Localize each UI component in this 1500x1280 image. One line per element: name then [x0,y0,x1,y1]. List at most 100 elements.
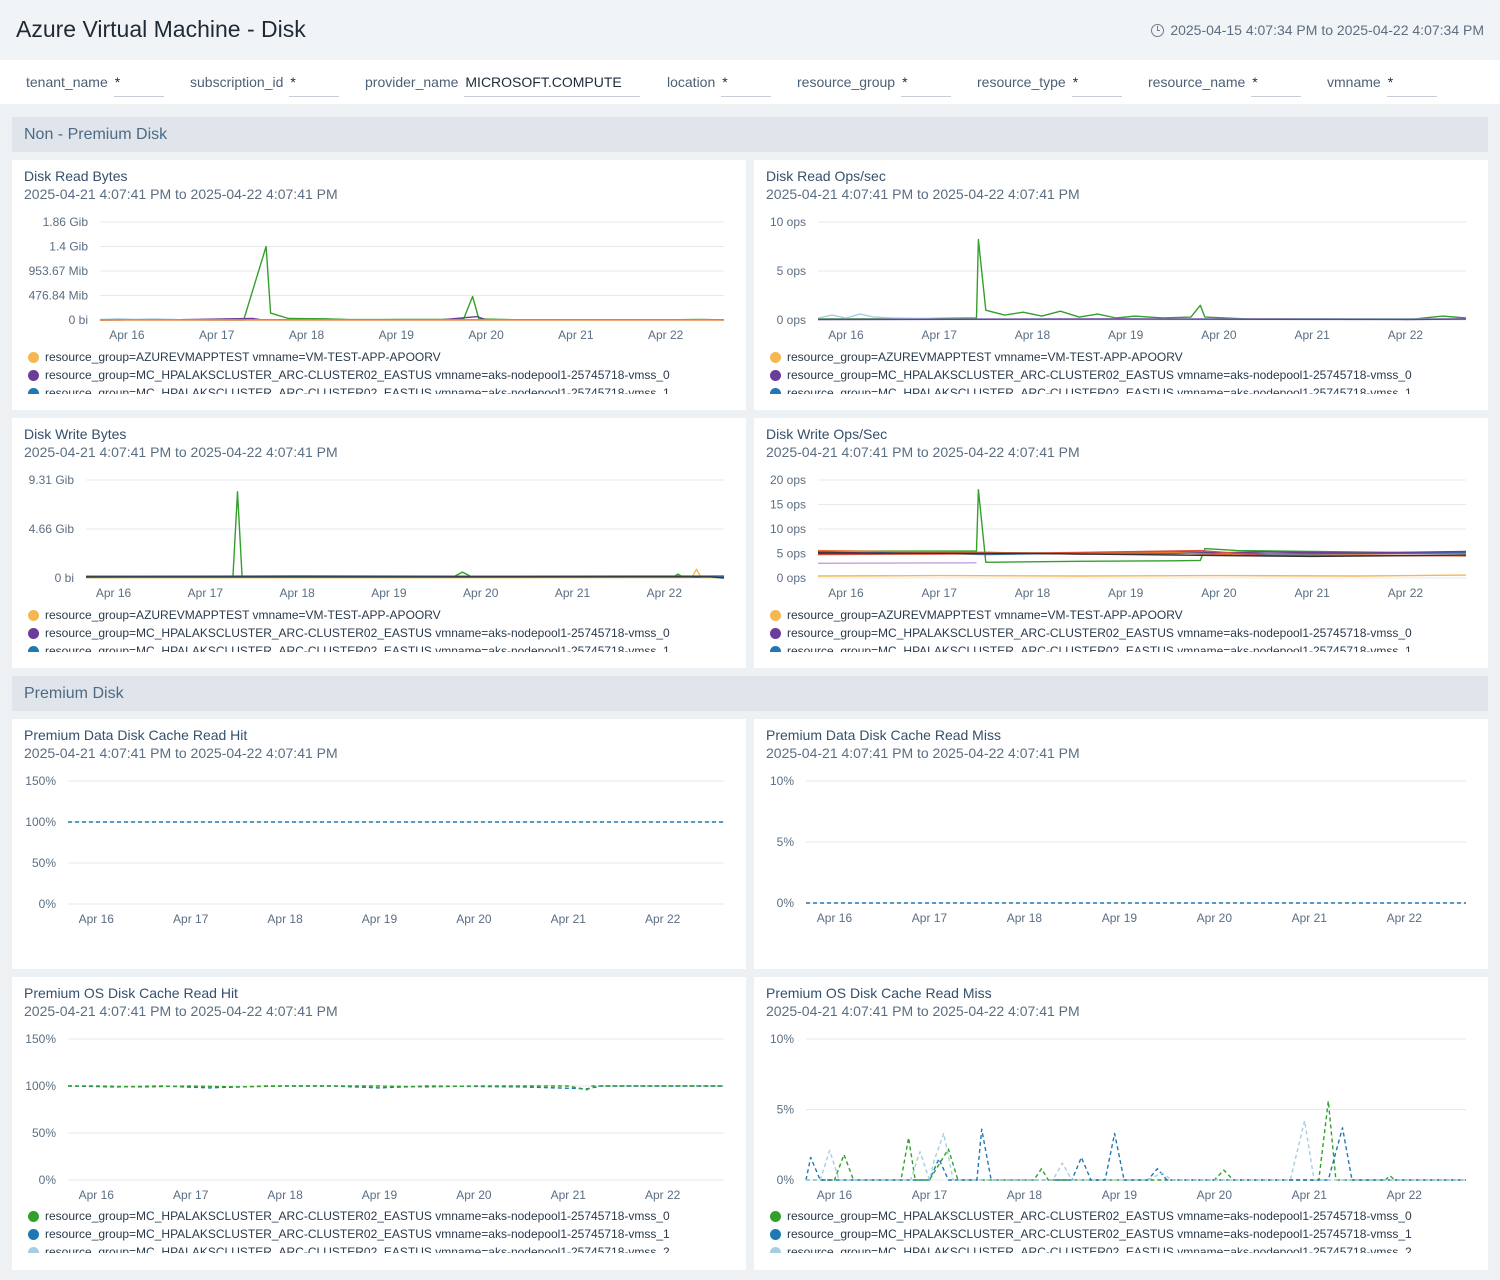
panel-disk-write-bytes: Disk Write Bytes 2025-04-21 4:07:41 PM t… [12,418,746,668]
series-line [805,1127,1466,1181]
chart-legend: resource_group=AZUREVMAPPTEST vmname=VM-… [770,348,1470,394]
legend-item[interactable]: resource_group=MC_HPALAKSCLUSTER_ARC-CLU… [28,642,728,652]
y-tick-label: 9.31 Gib [29,473,75,487]
y-tick-label: 100% [25,815,56,829]
legend-item[interactable]: resource_group=AZUREVMAPPTEST vmname=VM-… [28,606,728,624]
panel-title: Disk Read Ops/sec [766,168,886,184]
x-tick-label: Apr 16 [79,912,115,926]
panel-title: Premium OS Disk Cache Read Miss [766,985,992,1001]
series-line [806,1120,1466,1181]
x-tick-label: Apr 21 [1292,911,1328,925]
y-tick-label: 5 ops [777,264,806,278]
legend-item[interactable]: resource_group=AZUREVMAPPTEST vmname=VM-… [28,348,728,366]
y-tick-label: 15 ops [770,498,806,512]
x-tick-label: Apr 17 [173,912,209,926]
legend-label: resource_group=MC_HPALAKSCLUSTER_ARC-CLU… [45,644,670,652]
legend-item[interactable]: resource_group=MC_HPALAKSCLUSTER_ARC-CLU… [28,366,728,384]
filter-vmname: vmname * [1327,73,1437,97]
filter-label: resource_group [797,74,896,90]
panel-disk-read-ops: Disk Read Ops/sec 2025-04-21 4:07:41 PM … [754,160,1488,410]
filter-tenant-name-input[interactable]: * [113,73,164,97]
x-tick-label: Apr 21 [1292,1188,1328,1202]
x-tick-label: Apr 18 [1007,1188,1043,1202]
clock-icon [1151,23,1165,37]
panel-subtitle: 2025-04-21 4:07:41 PM to 2025-04-22 4:07… [766,745,1080,761]
y-tick-label: 10 ops [770,522,806,536]
time-range-picker[interactable]: 2025-04-15 4:07:34 PM to 2025-04-22 4:07… [1151,22,1484,38]
section-premium-disk[interactable]: Premium Disk [12,676,1488,711]
legend-item[interactable]: resource_group=AZUREVMAPPTEST vmname=VM-… [770,606,1470,624]
series-line [85,491,725,579]
legend-swatch [770,1246,781,1253]
filter-resource-group-input[interactable]: * [901,73,952,97]
y-tick-label: 1.86 Gib [43,215,89,229]
chart: 0 bi 4.66 Gib 9.31 Gib Apr 16 Apr 17 Apr 18 Ap… [29,473,725,600]
x-tick-label: Apr 20 [456,1188,492,1202]
legend-label: resource_group=MC_HPALAKSCLUSTER_ARC-CLU… [45,1227,670,1241]
legend-item[interactable]: resource_group=MC_HPALAKSCLUSTER_ARC-CLU… [770,624,1470,642]
legend-item[interactable]: resource_group=MC_HPALAKSCLUSTER_ARC-CLU… [770,366,1470,384]
x-tick-label: Apr 18 [1015,328,1051,342]
y-tick-label: 50% [32,856,56,870]
legend-swatch [28,369,39,381]
legend-swatch [28,609,39,621]
legend-label: resource_group=MC_HPALAKSCLUSTER_ARC-CLU… [787,368,1412,382]
x-tick-label: Apr 22 [645,912,681,926]
panel-title: Disk Write Ops/Sec [766,426,888,442]
legend-label: resource_group=AZUREVMAPPTEST vmname=VM-… [45,608,441,622]
legend-label: resource_group=MC_HPALAKSCLUSTER_ARC-CLU… [787,1209,1412,1223]
legend-item[interactable]: resource_group=MC_HPALAKSCLUSTER_ARC-CLU… [28,624,728,642]
legend-label: resource_group=MC_HPALAKSCLUSTER_ARC-CLU… [45,386,670,394]
x-tick-label: Apr 18 [279,586,315,600]
y-tick-label: 150% [25,774,56,788]
filter-label: subscription_id [190,74,284,90]
legend-swatch [770,1228,781,1240]
legend-item[interactable]: resource_group=AZUREVMAPPTEST vmname=VM-… [770,348,1470,366]
series-line [818,489,1466,563]
x-tick-label: Apr 21 [558,328,594,342]
x-tick-label: Apr 19 [379,328,415,342]
legend-label: resource_group=MC_HPALAKSCLUSTER_ARC-CLU… [45,1245,670,1253]
legend-label: resource_group=AZUREVMAPPTEST vmname=VM-… [787,350,1183,364]
legend-item[interactable]: resource_group=MC_HPALAKSCLUSTER_ARC-CLU… [770,1207,1470,1225]
legend-swatch [28,645,39,652]
legend-item[interactable]: resource_group=MC_HPALAKSCLUSTER_ARC-CLU… [28,1207,728,1225]
y-tick-label: 50% [32,1126,56,1140]
filter-vmname-input[interactable]: * [1386,73,1437,97]
legend-item[interactable]: resource_group=MC_HPALAKSCLUSTER_ARC-CLU… [28,384,728,394]
legend-label: resource_group=MC_HPALAKSCLUSTER_ARC-CLU… [787,644,1412,652]
legend-item[interactable]: resource_group=MC_HPALAKSCLUSTER_ARC-CLU… [770,1225,1470,1243]
panel-title: Premium OS Disk Cache Read Hit [24,985,238,1001]
filter-label: vmname [1327,74,1381,90]
y-tick-label: 0% [777,896,795,910]
panel-premium-os-cache-read-miss: Premium OS Disk Cache Read Miss 2025-04-… [754,977,1488,1270]
legend-swatch [770,645,781,652]
legend-swatch [770,369,781,381]
legend-swatch [28,627,39,639]
x-tick-label: Apr 19 [1108,328,1144,342]
legend-item[interactable]: resource_group=MC_HPALAKSCLUSTER_ARC-CLU… [770,1243,1470,1253]
section-non-premium-disk[interactable]: Non - Premium Disk [12,117,1488,152]
y-tick-label: 20 ops [770,473,806,487]
x-tick-label: Apr 17 [912,1188,948,1202]
y-tick-label: 10 ops [770,215,806,229]
legend-swatch [28,1210,39,1222]
filter-resource-type-input[interactable]: * [1071,73,1122,97]
series-line [85,576,725,579]
x-tick-label: Apr 17 [173,1188,209,1202]
filter-subscription-id-input[interactable]: * [289,73,340,97]
x-tick-label: Apr 17 [912,911,948,925]
legend-item[interactable]: resource_group=MC_HPALAKSCLUSTER_ARC-CLU… [770,642,1470,652]
legend-swatch [28,387,39,394]
legend-item[interactable]: resource_group=MC_HPALAKSCLUSTER_ARC-CLU… [28,1243,728,1253]
series-line [85,568,725,579]
filter-resource-name-input[interactable]: * [1251,73,1302,97]
series-line [818,238,1467,320]
filter-resource-name: resource_name * [1148,73,1302,97]
y-tick-label: 4.66 Gib [29,522,75,536]
x-tick-label: Apr 22 [1388,586,1424,600]
legend-item[interactable]: resource_group=MC_HPALAKSCLUSTER_ARC-CLU… [28,1225,728,1243]
filter-location-input[interactable]: * [721,73,772,97]
legend-item[interactable]: resource_group=MC_HPALAKSCLUSTER_ARC-CLU… [770,384,1470,394]
filter-provider-name-input[interactable]: MICROSOFT.COMPUTE [464,73,641,97]
